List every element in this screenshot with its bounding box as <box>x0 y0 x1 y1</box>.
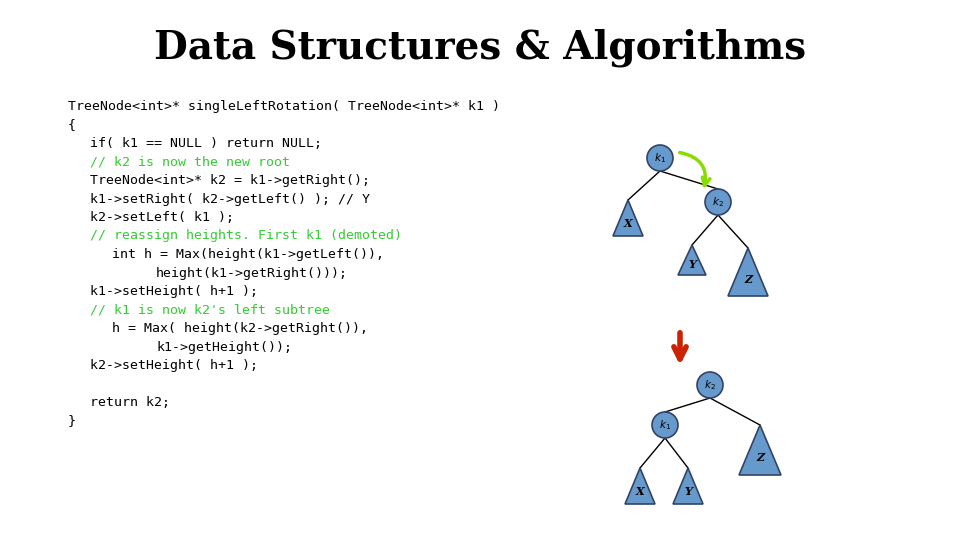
Text: k2->setLeft( k1 );: k2->setLeft( k1 ); <box>90 211 234 224</box>
Text: height(k1->getRight()));: height(k1->getRight())); <box>156 267 348 280</box>
Text: k1->setHeight( h+1 );: k1->setHeight( h+1 ); <box>90 285 258 298</box>
Text: Y: Y <box>684 486 692 497</box>
Text: $k_2$: $k_2$ <box>712 195 724 209</box>
Text: return k2;: return k2; <box>90 396 170 409</box>
Text: X: X <box>636 486 644 497</box>
Text: Data Structures & Algorithms: Data Structures & Algorithms <box>154 29 806 68</box>
Text: h = Max( height(k2->getRight()),: h = Max( height(k2->getRight()), <box>112 322 368 335</box>
Polygon shape <box>673 468 703 504</box>
Polygon shape <box>678 245 706 275</box>
Text: $k_2$: $k_2$ <box>704 378 716 392</box>
Circle shape <box>697 372 723 398</box>
Polygon shape <box>613 200 643 236</box>
Text: k1->setRight( k2->getLeft() ); // Y: k1->setRight( k2->getLeft() ); // Y <box>90 192 370 206</box>
Text: Z: Z <box>756 452 764 463</box>
Circle shape <box>647 145 673 171</box>
FancyArrowPatch shape <box>680 152 710 186</box>
Polygon shape <box>739 425 781 475</box>
Text: TreeNode<int>* singleLeftRotation( TreeNode<int>* k1 ): TreeNode<int>* singleLeftRotation( TreeN… <box>68 100 500 113</box>
Text: X: X <box>624 218 633 229</box>
Text: $k_1$: $k_1$ <box>654 151 666 165</box>
Text: k1->getHeight());: k1->getHeight()); <box>156 341 292 354</box>
Text: // k2 is now the new root: // k2 is now the new root <box>90 156 290 168</box>
Text: if( k1 == NULL ) return NULL;: if( k1 == NULL ) return NULL; <box>90 137 322 150</box>
Text: Y: Y <box>688 259 696 270</box>
Text: }: } <box>68 415 76 428</box>
Text: k2->setHeight( h+1 );: k2->setHeight( h+1 ); <box>90 359 258 372</box>
Text: int h = Max(height(k1->getLeft()),: int h = Max(height(k1->getLeft()), <box>112 248 384 261</box>
Text: // k1 is now k2's left subtree: // k1 is now k2's left subtree <box>90 303 330 316</box>
Text: $k_1$: $k_1$ <box>659 418 671 432</box>
Text: // reassign heights. First k1 (demoted): // reassign heights. First k1 (demoted) <box>90 230 402 242</box>
Polygon shape <box>728 248 768 296</box>
Text: Z: Z <box>744 274 752 285</box>
Circle shape <box>652 412 678 438</box>
Text: {: { <box>68 118 76 132</box>
Polygon shape <box>625 468 655 504</box>
Text: TreeNode<int>* k2 = k1->getRight();: TreeNode<int>* k2 = k1->getRight(); <box>90 174 370 187</box>
Circle shape <box>705 189 731 215</box>
